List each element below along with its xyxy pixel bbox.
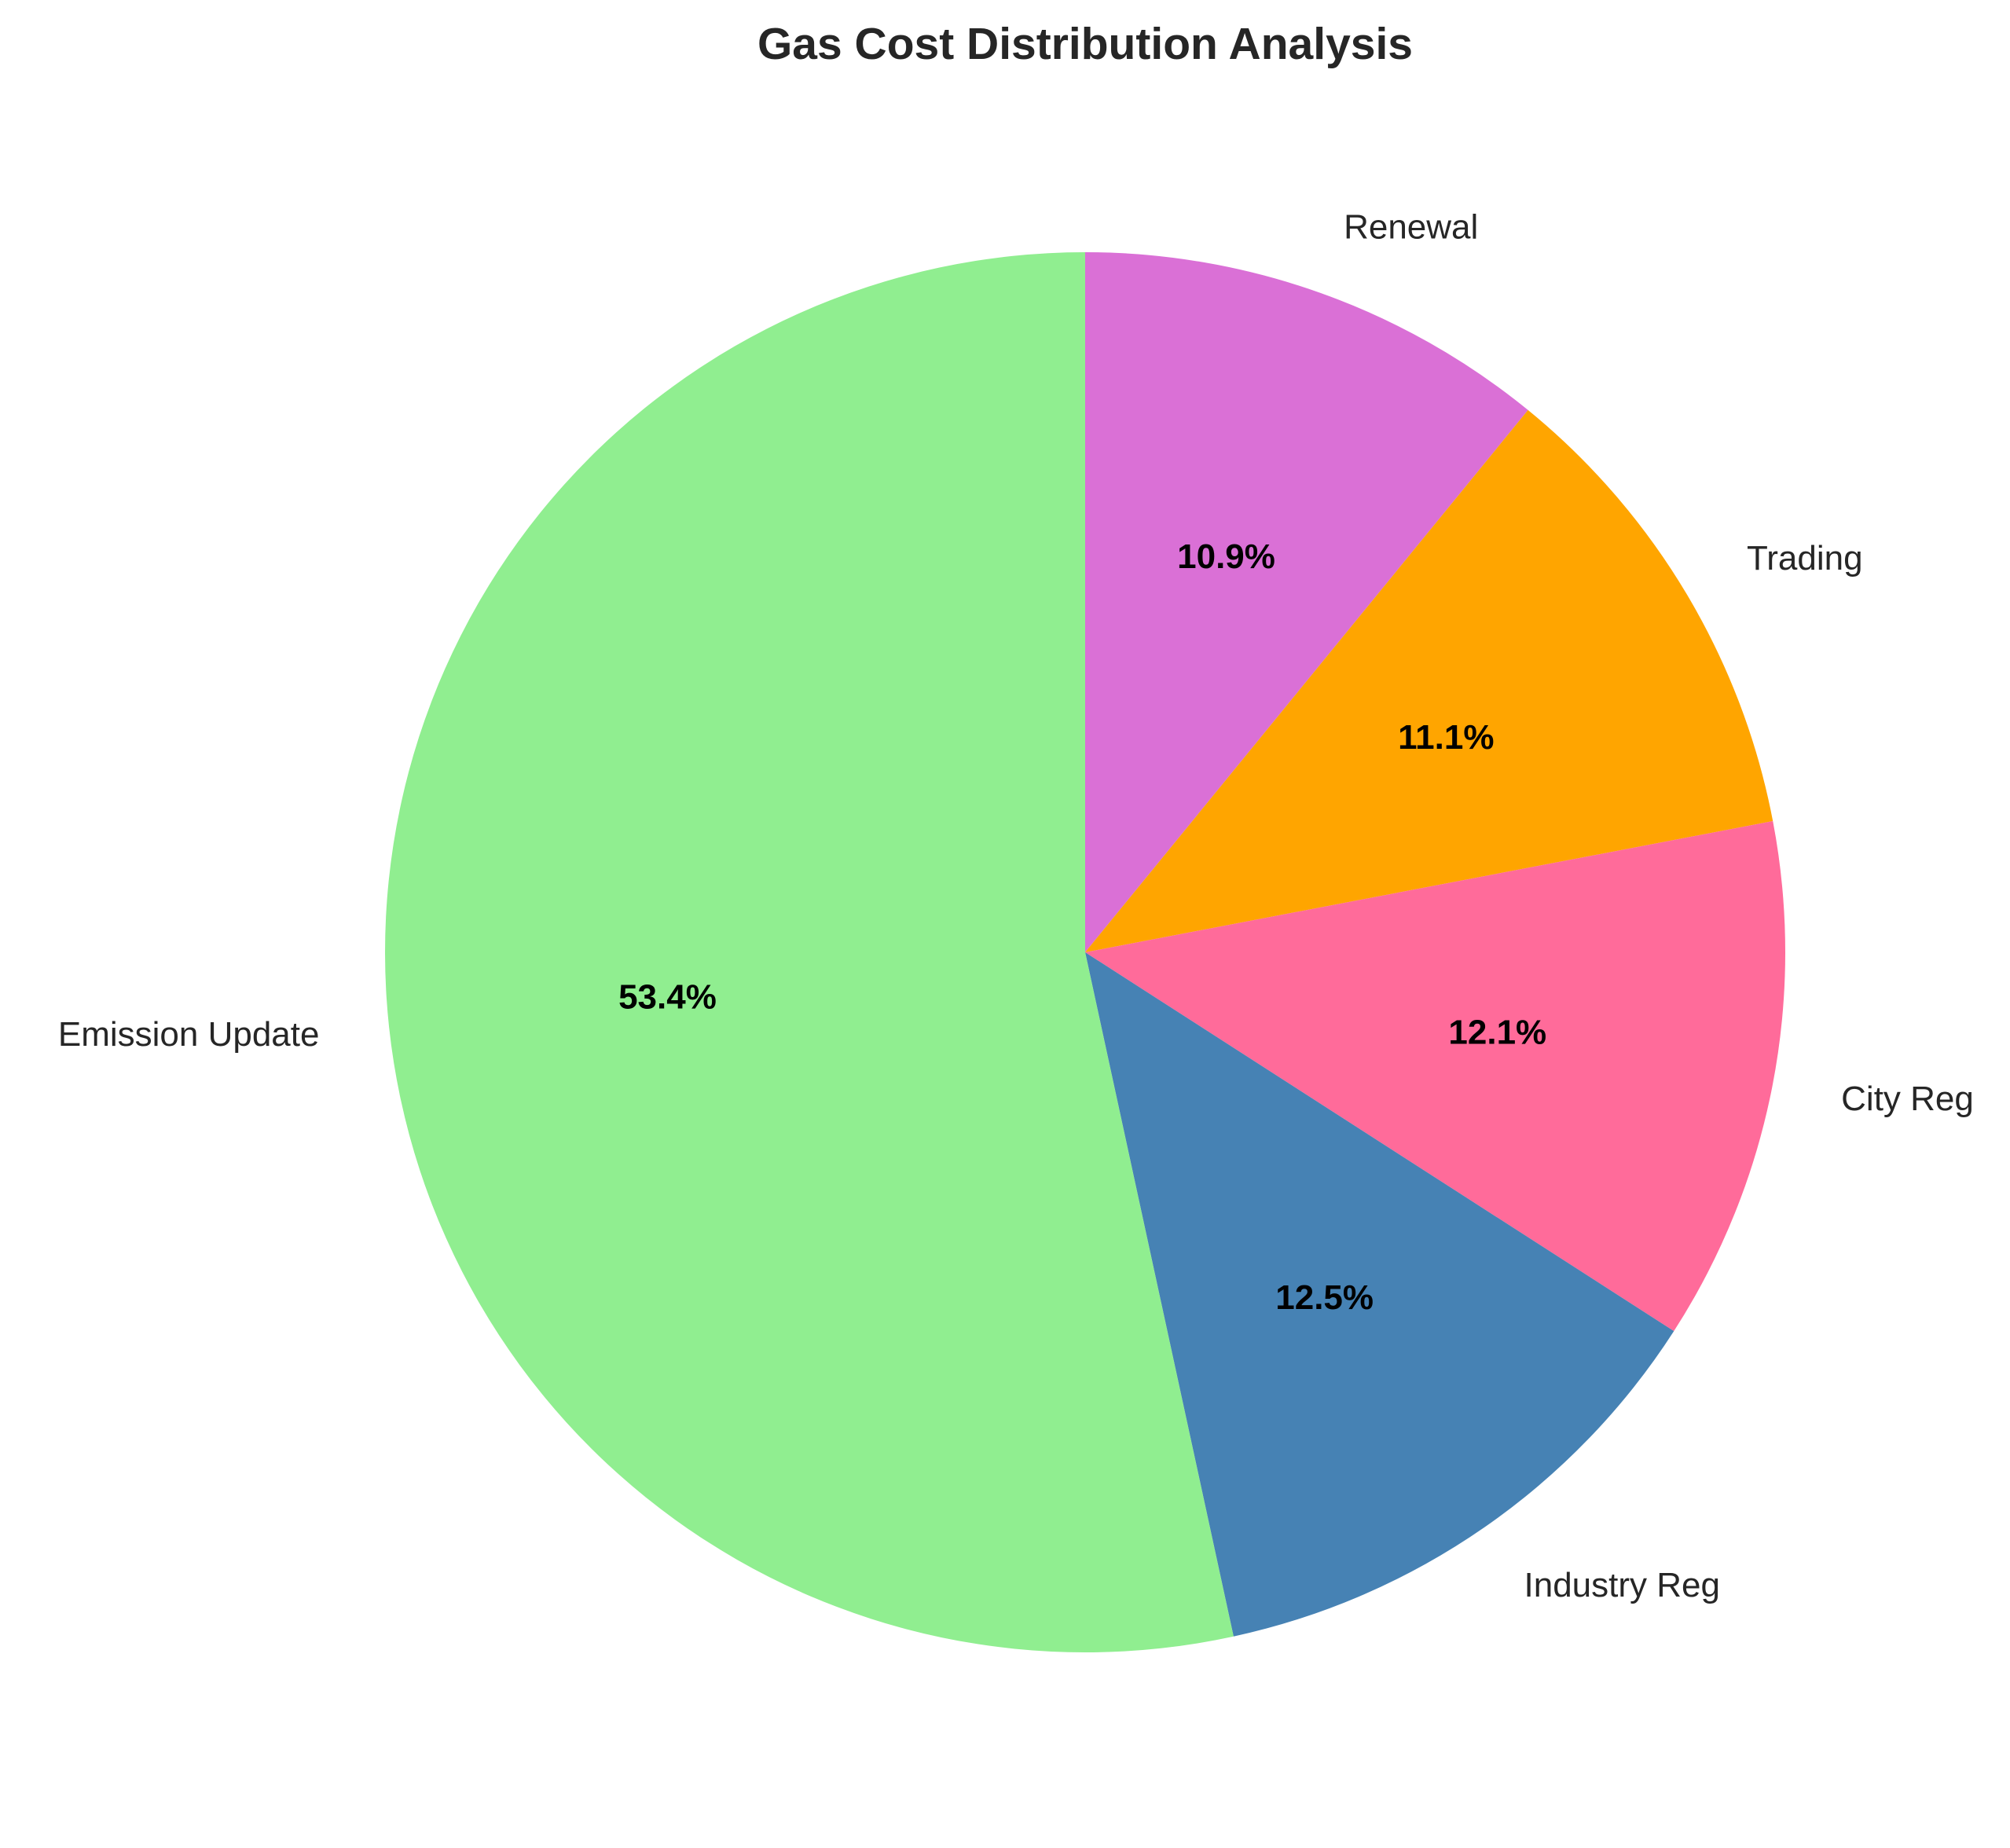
slice-label-trading: Trading — [1747, 539, 1863, 578]
slice-label-city-reg: City Reg — [1841, 1080, 1974, 1118]
percent-label-renewal: 10.9% — [1177, 537, 1275, 576]
slice-label-industry-reg: Industry Reg — [1524, 1566, 1720, 1604]
percent-labels: 10.9% 11.1% 12.1% 12.5% 53.4% — [618, 537, 1546, 1317]
pie-slice-trading — [1085, 409, 1773, 952]
pie-slice-city-reg — [1085, 821, 1786, 1332]
chart-title: Gas Cost Distribution Analysis — [757, 19, 1413, 69]
slice-label-renewal: Renewal — [1344, 207, 1478, 246]
pie-slice-industry-reg — [1085, 952, 1674, 1637]
pie-slice-renewal — [1085, 252, 1528, 952]
pie-slices — [385, 252, 1786, 1652]
slice-labels: Renewal Trading City Reg Industry Reg Emissi… — [58, 207, 1974, 1604]
percent-label-trading: 11.1% — [1398, 718, 1494, 757]
percent-label-industry-reg: 12.5% — [1275, 1278, 1374, 1317]
pie-slice-emission-update — [385, 252, 1234, 1652]
percent-label-city-reg: 12.1% — [1448, 1013, 1546, 1051]
percent-label-emission-update: 53.4% — [618, 977, 717, 1016]
slice-label-emission-update: Emission Update — [58, 1015, 320, 1054]
